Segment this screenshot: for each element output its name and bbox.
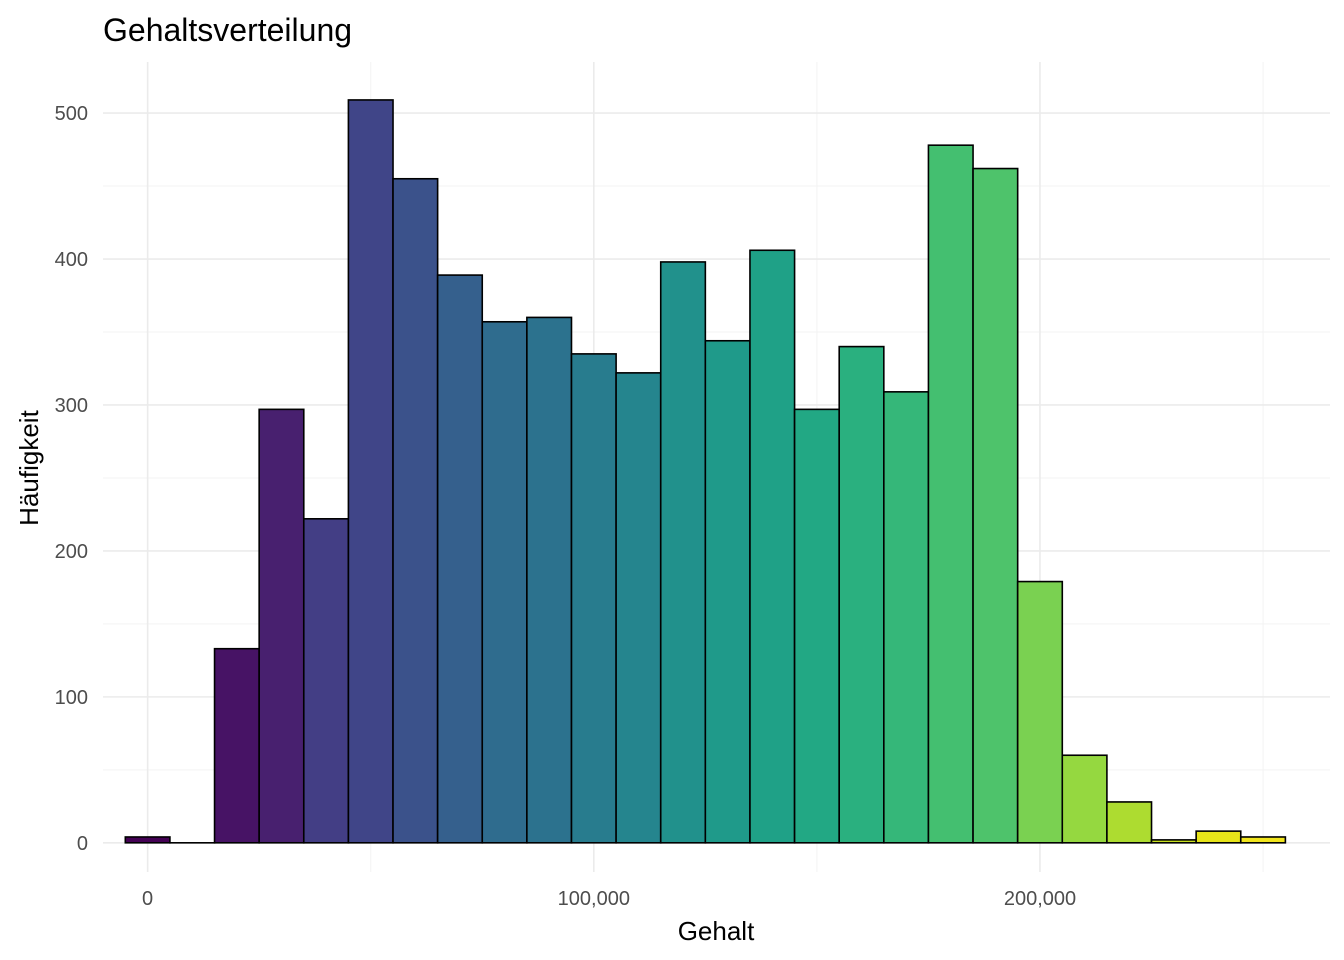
histogram-bar — [347, 99, 394, 844]
histogram-bar — [793, 408, 841, 844]
x-axis-ticks: 0 100,000 200,000 — [142, 888, 1076, 910]
y-tick-label: 300 — [55, 395, 88, 417]
histogram-bar — [1239, 836, 1287, 844]
histogram-bar — [481, 320, 528, 844]
histogram-bar — [1195, 830, 1242, 844]
histogram-bar — [570, 353, 617, 844]
y-axis-ticks: 0 100 200 300 400 500 — [55, 103, 88, 855]
histogram-bar — [258, 408, 305, 844]
histogram-bar — [659, 261, 707, 844]
histogram-bar — [526, 316, 573, 844]
histogram-bar — [1016, 580, 1064, 844]
histogram-bar — [704, 339, 751, 844]
histogram-bar — [1061, 754, 1108, 844]
y-tick-label: 200 — [55, 541, 88, 563]
histogram-bar — [213, 647, 260, 844]
bars — [124, 99, 1287, 844]
histogram-bar — [1106, 801, 1153, 844]
histogram-bar — [1150, 839, 1197, 844]
y-tick-label: 500 — [55, 103, 88, 125]
chart-title: Gehaltsverteilung — [103, 12, 352, 48]
histogram-bar — [302, 518, 350, 844]
histogram-bar — [749, 249, 796, 844]
y-tick-label: 400 — [55, 249, 88, 271]
x-tick-label: 100,000 — [558, 888, 630, 910]
histogram-bar — [436, 274, 484, 844]
x-tick-label: 0 — [142, 888, 153, 910]
y-axis-title: Häufigkeit — [14, 409, 44, 525]
histogram-bar — [124, 836, 171, 844]
x-tick-label: 200,000 — [1004, 888, 1076, 910]
histogram-bar — [615, 372, 662, 844]
x-axis-title: Gehalt — [678, 916, 755, 946]
histogram-bar — [927, 144, 974, 844]
histogram-bar — [972, 167, 1019, 844]
histogram-bar — [838, 345, 885, 844]
y-tick-label: 100 — [55, 687, 88, 709]
y-tick-label: 0 — [77, 833, 88, 855]
histogram-bar — [392, 177, 439, 844]
histogram-bar — [883, 391, 930, 844]
